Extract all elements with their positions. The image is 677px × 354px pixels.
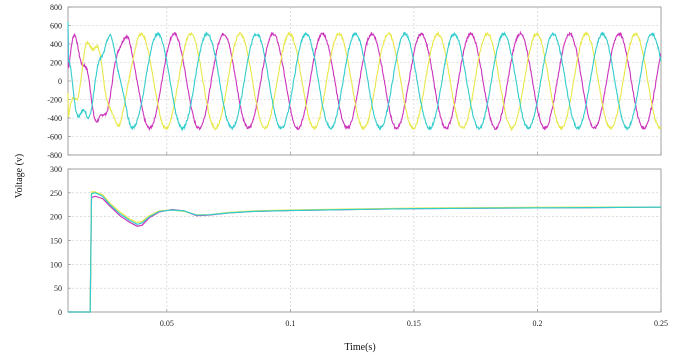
bottom-y-tick-label: 300 [50, 165, 62, 174]
x-tick-label: 0.1 [285, 319, 295, 328]
bottom-y-tick-label: 200 [50, 213, 62, 222]
top-series-line [67, 29, 662, 132]
top-y-tick-label: -400 [47, 114, 62, 123]
bottom-series-line [68, 192, 662, 313]
top-y-tick-label: 600 [50, 22, 62, 31]
top-series-line [67, 21, 662, 132]
x-tick-label: 0.25 [654, 319, 668, 328]
x-tick-label: 0.05 [160, 319, 174, 328]
top-plot-area: 800 600 400 200 0 -200 -400 -600 -800 [47, 3, 662, 160]
top-y-tick-label: 800 [50, 3, 62, 12]
x-tick-label: 0.2 [532, 319, 542, 328]
x-tick-label: 0.15 [407, 319, 421, 328]
top-y-tick-label: 200 [50, 59, 62, 68]
top-y-tick-label: 400 [50, 40, 62, 49]
bottom-y-tick-label: 0 [58, 308, 62, 317]
top-y-tick-label: -600 [47, 133, 62, 142]
top-series-line [67, 30, 662, 132]
y-axis-label: Voltage (v) [14, 154, 25, 199]
top-y-tick-label: -200 [47, 96, 62, 105]
bottom-y-tick-label: 150 [50, 237, 62, 246]
top-y-tick-label: 0 [58, 77, 62, 86]
x-axis-label: Time(s) [344, 342, 375, 353]
bottom-plot-area: 300 250 200 150 100 50 0 0.05 0.1 0.15 0.2 0.25 [50, 165, 668, 328]
top-y-tick-label: -800 [47, 151, 62, 160]
bottom-y-tick-label: 50 [54, 284, 62, 293]
bottom-y-tick-label: 250 [50, 189, 62, 198]
bottom-y-tick-label: 100 [50, 260, 62, 269]
